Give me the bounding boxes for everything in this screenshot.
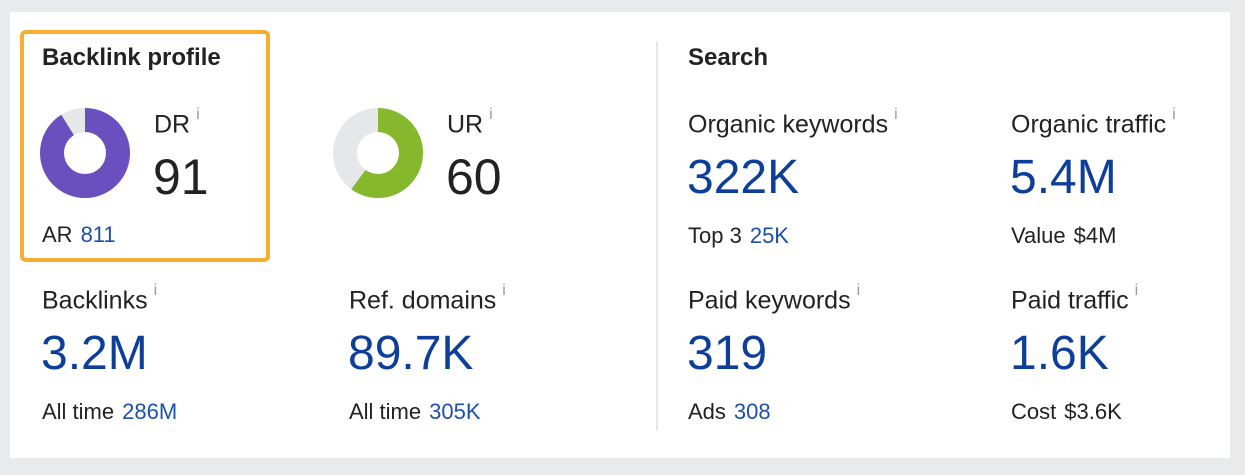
search-title: Search <box>688 44 769 71</box>
organic-keywords-sub-row: Top 3 25K <box>688 223 789 249</box>
paid-traffic-label-row: Paid traffic i <box>1011 282 1138 315</box>
organic-traffic-sub-row: Value $4M <box>1011 223 1116 249</box>
paid-keywords-value[interactable]: 319 <box>687 327 768 380</box>
ar-row: AR 811 <box>42 222 116 248</box>
ur-info-icon[interactable]: i <box>489 106 493 123</box>
backlinks-all-time-link[interactable]: 286M <box>122 399 178 424</box>
ref-domains-all-time-link[interactable]: 305K <box>429 399 481 424</box>
ref-domains-sub-row: All time 305K <box>349 399 481 425</box>
top3-label: Top 3 <box>688 223 742 248</box>
dr-donut-chart <box>40 108 130 198</box>
backlinks-sub-row: All time 286M <box>42 399 177 425</box>
dr-value: 91 <box>153 149 209 205</box>
ur-value: 60 <box>446 149 502 205</box>
ref-domains-label: Ref. domains <box>349 286 497 315</box>
organic-traffic-label: Organic traffic <box>1011 110 1167 139</box>
ur-donut-chart <box>333 108 423 198</box>
paid-traffic-sub-row: Cost $3.6K <box>1011 399 1122 425</box>
dr-donut-arc <box>40 108 130 198</box>
organic-traffic-label-row: Organic traffic i <box>1011 106 1176 139</box>
paid-keywords-label-row: Paid keywords i <box>688 282 860 315</box>
backlink-profile-title: Backlink profile <box>42 44 221 71</box>
organic-keywords-info-icon[interactable]: i <box>894 106 898 123</box>
ads-label: Ads <box>688 399 726 424</box>
organic-keywords-label-row: Organic keywords i <box>688 106 898 139</box>
overview-card: Backlink profile DR i 91 AR 811 UR i 60 Bac… <box>10 12 1230 458</box>
traffic-value-label: Value <box>1011 223 1066 248</box>
backlinks-sub-label: All time <box>42 399 115 424</box>
traffic-value-amount: $4M <box>1073 223 1117 248</box>
paid-traffic-value[interactable]: 1.6K <box>1010 327 1109 380</box>
ar-value-link[interactable]: 811 <box>80 222 116 247</box>
backlinks-label-row: Backlinks i <box>42 282 157 315</box>
ar-label: AR <box>42 222 73 247</box>
dr-label: DR <box>154 110 191 139</box>
ads-value-link[interactable]: 308 <box>733 399 771 424</box>
dr-label-row: DR i <box>154 106 200 139</box>
organic-keywords-value[interactable]: 322K <box>687 151 800 204</box>
ref-domains-label-row: Ref. domains i <box>349 282 506 315</box>
top3-value-link[interactable]: 25K <box>749 223 789 248</box>
organic-traffic-value[interactable]: 5.4M <box>1010 151 1117 204</box>
organic-keywords-label: Organic keywords <box>688 110 889 139</box>
backlinks-value[interactable]: 3.2M <box>41 327 148 380</box>
paid-keywords-info-icon[interactable]: i <box>856 282 861 299</box>
cost-value: $3.6K <box>1064 399 1122 424</box>
paid-keywords-label: Paid keywords <box>688 286 851 315</box>
paid-traffic-info-icon[interactable]: i <box>1134 282 1139 299</box>
cost-label: Cost <box>1011 399 1057 424</box>
paid-keywords-sub-row: Ads 308 <box>688 399 771 425</box>
ur-donut-arc <box>333 108 423 198</box>
ref-domains-value[interactable]: 89.7K <box>348 327 474 380</box>
backlinks-info-icon[interactable]: i <box>153 282 158 299</box>
section-divider <box>656 42 658 430</box>
organic-traffic-info-icon[interactable]: i <box>1172 106 1176 123</box>
backlink-profile-highlight <box>20 30 270 262</box>
ur-label-row: UR i <box>447 106 493 139</box>
ref-domains-sub-label: All time <box>349 399 422 424</box>
dr-info-icon[interactable]: i <box>196 106 200 123</box>
ur-label: UR <box>447 110 484 139</box>
paid-traffic-label: Paid traffic <box>1011 286 1129 315</box>
ref-domains-info-icon[interactable]: i <box>502 282 506 299</box>
backlinks-label: Backlinks <box>42 286 148 315</box>
